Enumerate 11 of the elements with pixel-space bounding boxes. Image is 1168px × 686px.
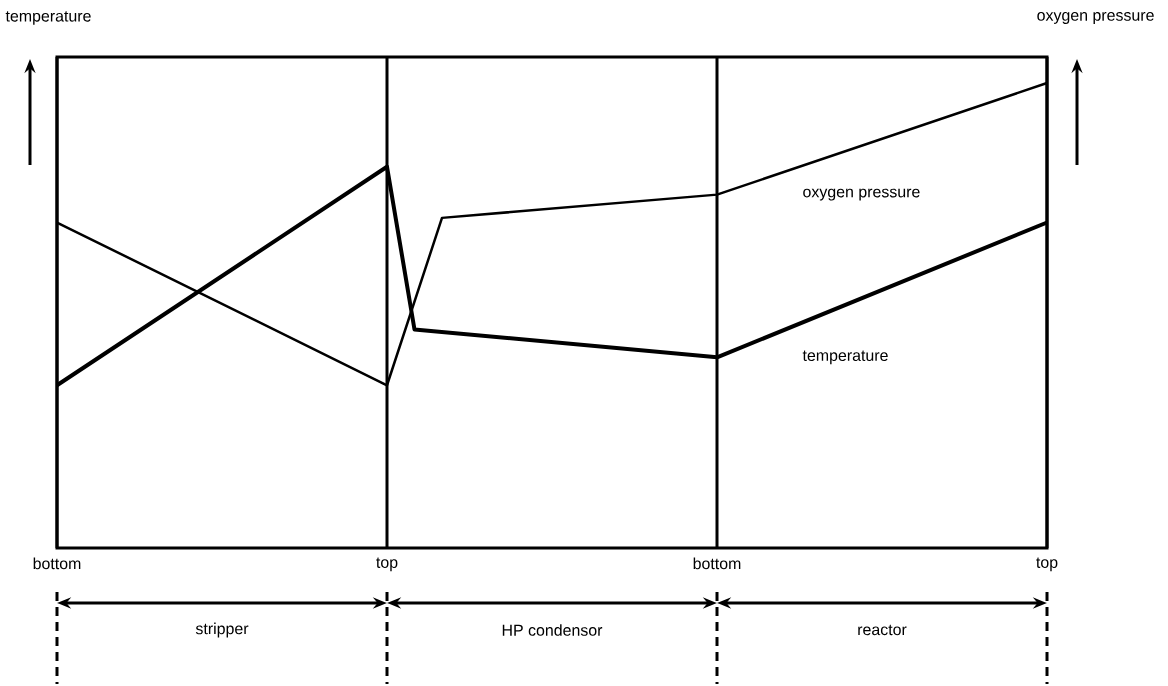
text: reactor bbox=[858, 625, 907, 636]
text: stripper bbox=[195, 622, 249, 638]
x-tick-label: top bbox=[376, 557, 398, 572]
x-tick-label: bottom bbox=[33, 557, 81, 570]
y2-axis-title: oxygen pressure bbox=[1037, 12, 1154, 25]
x-tick-label: top bbox=[1036, 557, 1058, 572]
text: HP condensor bbox=[502, 624, 603, 637]
series-label: temperature bbox=[802, 350, 888, 365]
series-label: oxygen pressure bbox=[803, 188, 920, 201]
x-tick-label: bottom bbox=[693, 557, 741, 570]
y-axis-title: temperature bbox=[5, 11, 91, 26]
